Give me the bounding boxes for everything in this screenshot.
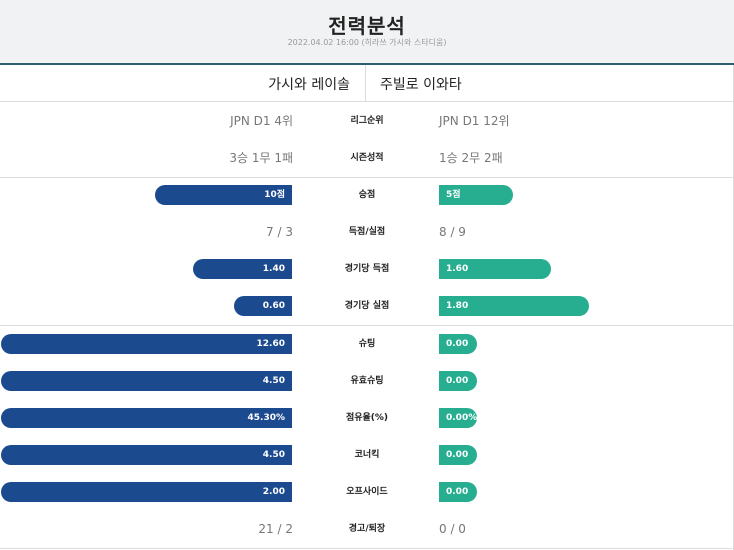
team-names-row: 가시와 레이솔 주빌로 이와타 <box>0 65 734 102</box>
stat-row: 승점 10점 5점 <box>0 177 734 214</box>
stat-row: 점유율(%) 45.30% 0.00% <box>0 400 734 437</box>
section-divider <box>0 325 734 326</box>
away-stat-bar: 0.00 <box>439 334 477 354</box>
home-stat-bar: 4.50 <box>1 445 292 465</box>
table-bottom-border <box>0 548 734 549</box>
section-divider <box>0 177 734 178</box>
page-header: 전력분석 2022.04.02 16:00 (히라쓰 가시와 스타디움) <box>0 0 734 63</box>
home-stat-bar: 12.60 <box>1 334 292 354</box>
home-stat-bar: 45.30% <box>1 408 292 428</box>
away-stat-bar: 5점 <box>439 185 513 205</box>
home-stat-bar: 1.40 <box>193 259 292 279</box>
stat-label: 유효슈팅 <box>350 376 384 386</box>
home-stat-value: 7 / 3 <box>266 225 293 239</box>
stat-label: 코너킥 <box>354 450 380 460</box>
stat-label: 시즌성적 <box>350 153 384 163</box>
header-divider <box>0 63 734 65</box>
stat-row: 오프사이드 2.00 0.00 <box>0 474 734 511</box>
stat-label: 오프사이드 <box>346 487 388 497</box>
away-stat-bar: 0.00 <box>439 482 477 502</box>
stat-label: 슈팅 <box>358 339 376 349</box>
away-stat-bar: 0.00% <box>439 408 477 428</box>
stat-row: 경고/퇴장 21 / 2 0 / 0 <box>0 511 734 548</box>
page-title: 전력분석 <box>328 14 406 38</box>
away-team-name[interactable]: 주빌로 이와타 <box>380 77 462 93</box>
stat-label: 리그순위 <box>350 116 384 126</box>
stat-label: 경기당 실점 <box>344 301 390 311</box>
away-stat-value: 1승 2무 2패 <box>439 151 503 165</box>
stat-row: 시즌성적 3승 1무 1패 1승 2무 2패 <box>0 140 734 177</box>
home-stat-bar: 0.60 <box>234 296 292 316</box>
stat-row: 경기당 득점 1.40 1.60 <box>0 251 734 288</box>
home-stat-bar: 2.00 <box>1 482 292 502</box>
home-team-name[interactable]: 가시와 레이솔 <box>268 77 350 93</box>
stat-row: 득점/실점 7 / 3 8 / 9 <box>0 214 734 251</box>
home-stat-value: JPN D1 4위 <box>230 114 293 128</box>
away-stat-value: JPN D1 12위 <box>439 114 510 128</box>
away-stat-value: 0 / 0 <box>439 522 466 536</box>
away-stat-value: 8 / 9 <box>439 225 466 239</box>
stat-row: 코너킥 4.50 0.00 <box>0 437 734 474</box>
away-stat-bar: 0.00 <box>439 445 477 465</box>
home-stat-value: 3승 1무 1패 <box>229 151 293 165</box>
team-divider <box>365 65 366 102</box>
stat-label: 점유율(%) <box>345 413 389 423</box>
away-stat-bar: 0.00 <box>439 371 477 391</box>
home-stat-bar: 10점 <box>155 185 292 205</box>
stat-label: 득점/실점 <box>348 227 386 237</box>
stat-label: 승점 <box>358 190 376 200</box>
stat-row: 슈팅 12.60 0.00 <box>0 326 734 363</box>
home-stat-value: 21 / 2 <box>258 522 293 536</box>
stat-row: 유효슈팅 4.50 0.00 <box>0 363 734 400</box>
stat-label: 경기당 득점 <box>344 264 390 274</box>
stat-row: 리그순위 JPN D1 4위 JPN D1 12위 <box>0 103 734 140</box>
match-info: 2022.04.02 16:00 (히라쓰 가시와 스타디움) <box>287 38 447 47</box>
stat-label: 경고/퇴장 <box>348 524 386 534</box>
home-stat-bar: 4.50 <box>1 371 292 391</box>
away-stat-bar: 1.60 <box>439 259 551 279</box>
stat-row: 경기당 실점 0.60 1.80 <box>0 288 734 325</box>
away-stat-bar: 1.80 <box>439 296 589 316</box>
